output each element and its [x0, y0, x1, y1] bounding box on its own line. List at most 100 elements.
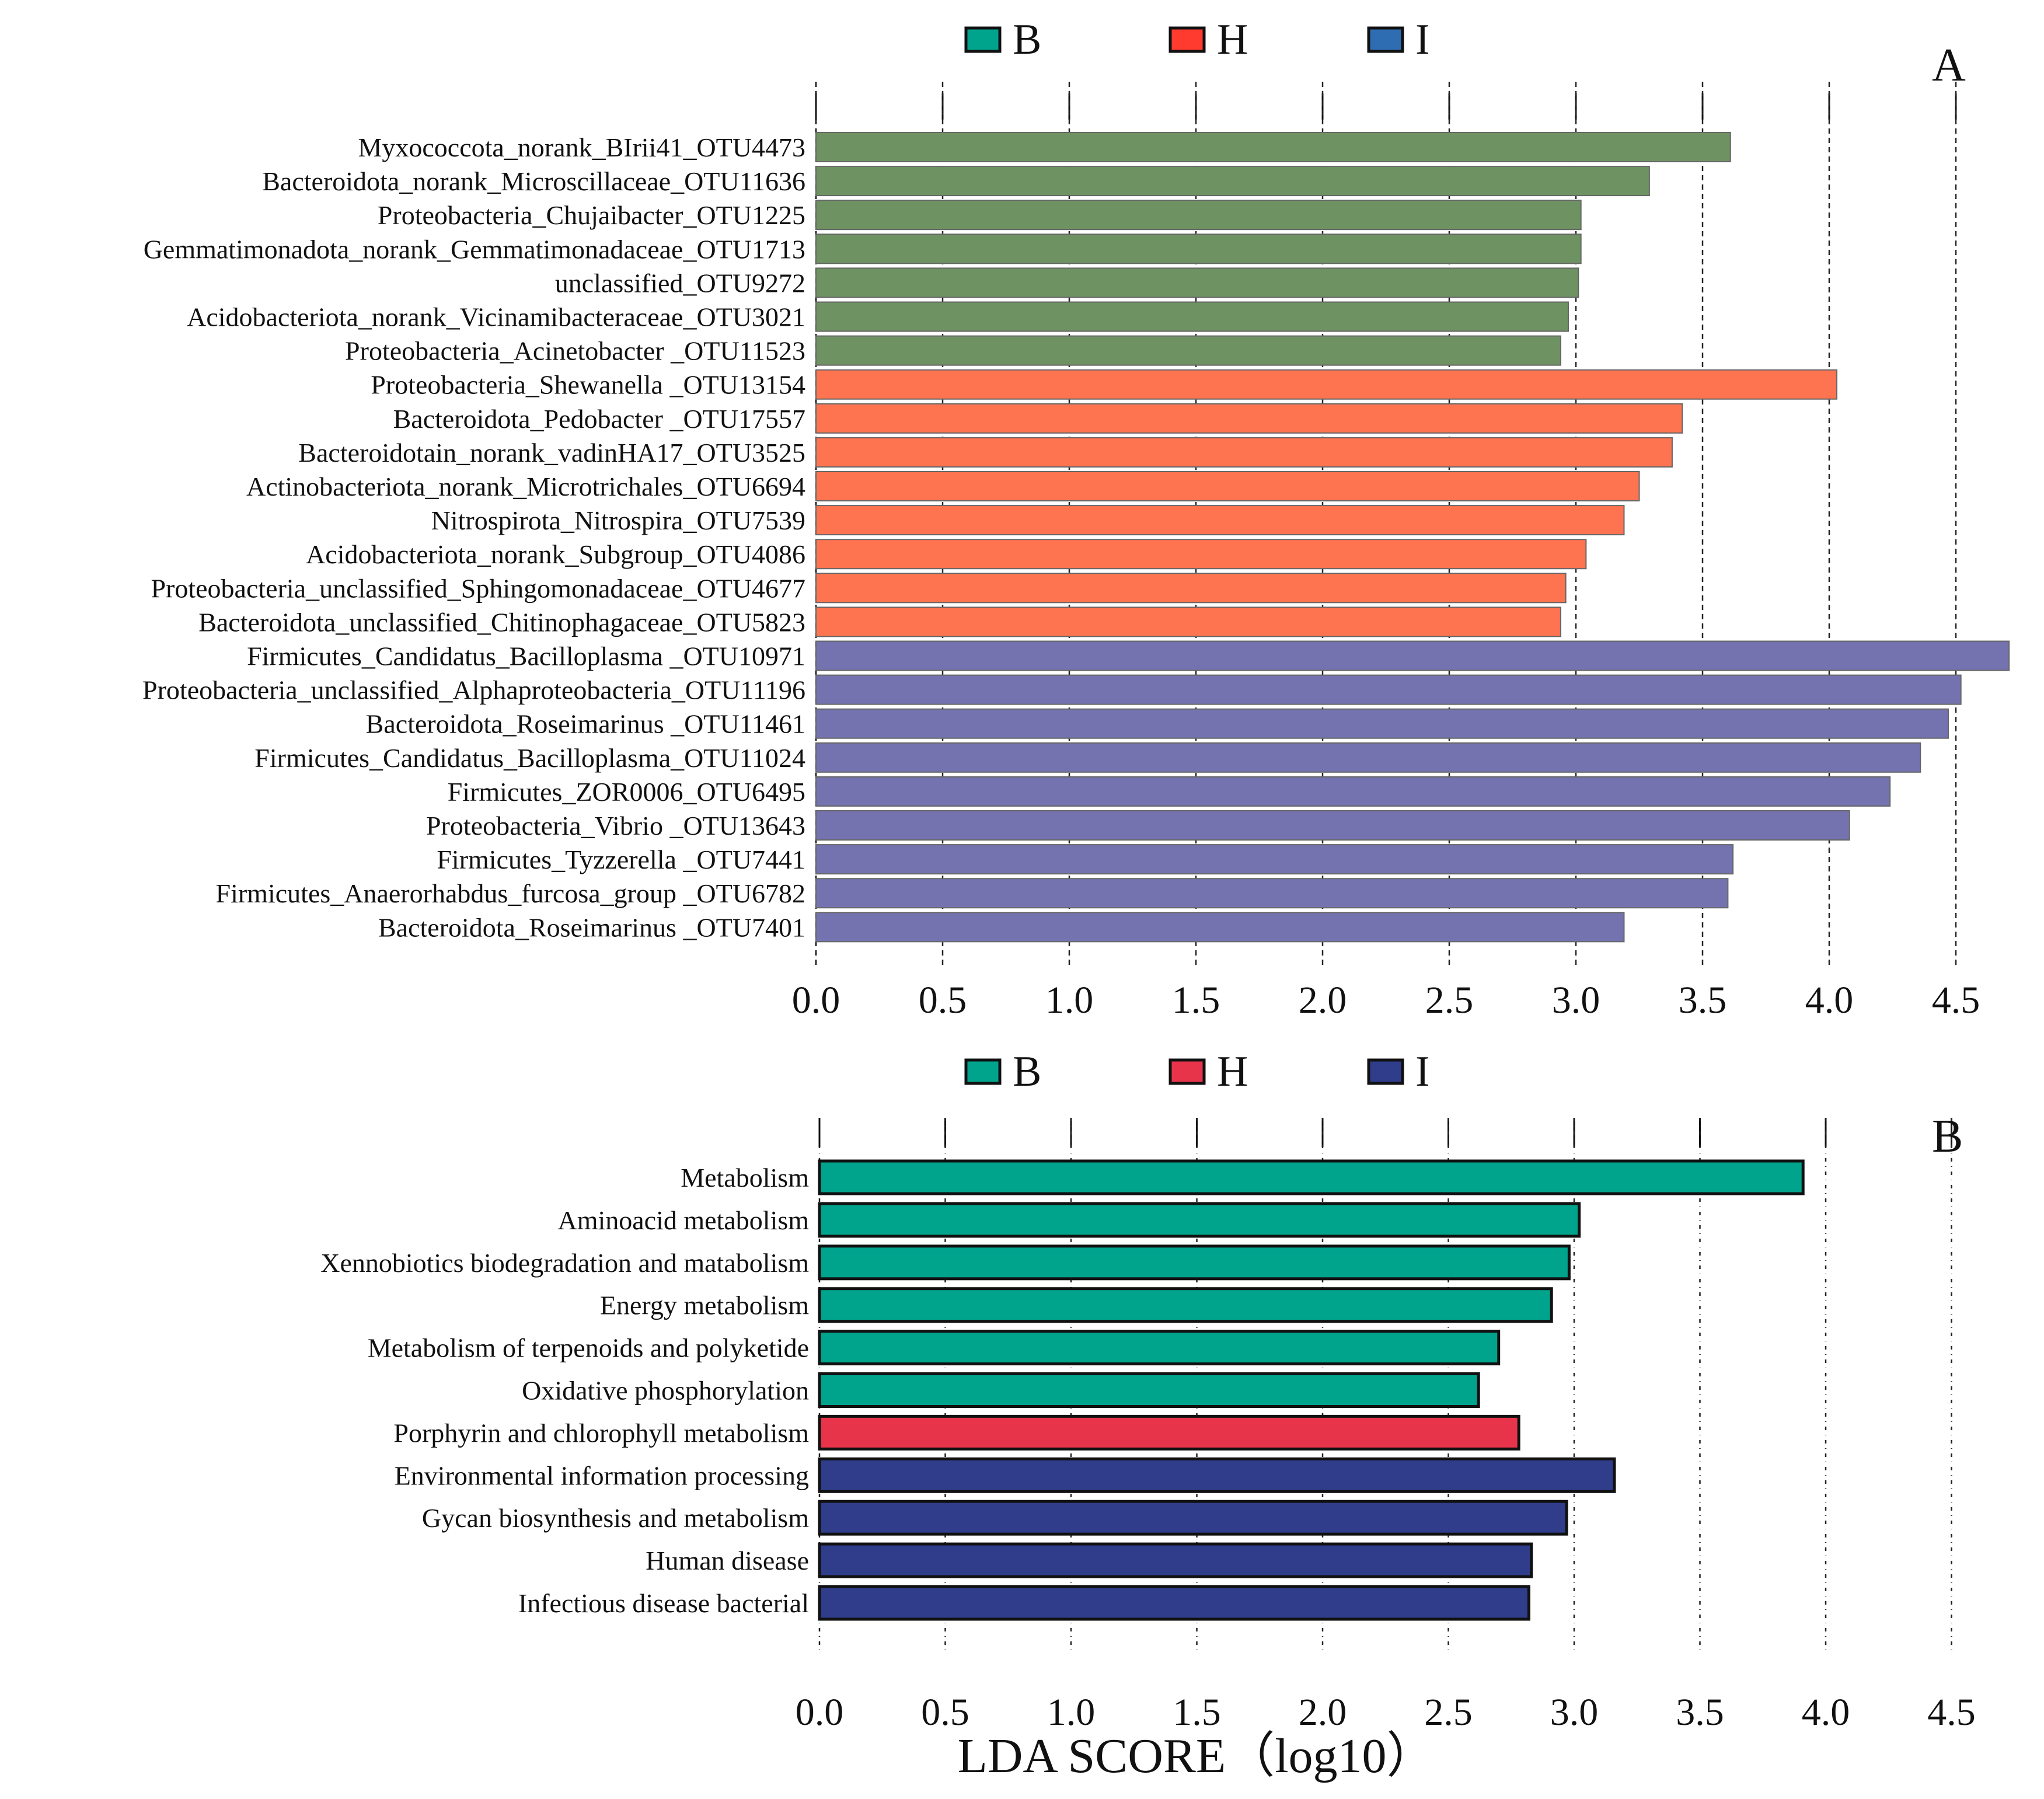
bar-i	[818, 1500, 1568, 1536]
chart-panel-b: B H I B 0.0 0.5 1.0 1.5 2.0 2.5 3.0 3.5 4.0 4.5 Metabo…	[320, 1048, 1976, 1734]
bar-h	[815, 437, 1673, 468]
bar-label: Gemmatimonadota_norank_Gemmatimonadaceae…	[144, 234, 805, 264]
bar-b	[818, 1159, 1805, 1195]
legend-label-i: I	[1415, 16, 1430, 64]
bar-h	[815, 403, 1683, 434]
bar-b	[815, 301, 1569, 332]
bar-h	[815, 573, 1567, 604]
bar-i	[815, 640, 2010, 671]
bar-b	[815, 267, 1579, 298]
x-tick-label: 2.0	[1299, 979, 1347, 1021]
bar-h	[815, 606, 1561, 637]
bar-label: Bacteroidota_Roseimarinus _OTU11461	[366, 709, 805, 739]
bar-label: Oxidative phosphorylation	[522, 1376, 809, 1406]
bar-b	[818, 1330, 1501, 1366]
bar-h	[815, 369, 1838, 400]
bar-label: Energy metabolism	[600, 1291, 809, 1320]
bar-label: Infectious disease bacterial	[518, 1588, 809, 1618]
bar-label: Firmicutes_Anaerorhabdus_furcosa_group _…	[216, 878, 806, 908]
bar-i	[815, 878, 1729, 909]
bar-label: Firmicutes_Candidatus_Bacilloplasma_OTU1…	[254, 743, 805, 773]
bar-h	[815, 505, 1625, 536]
bar-i	[815, 912, 1625, 943]
x-tick-label: 2.5	[1424, 1691, 1473, 1734]
legend-label-h: H	[1217, 1048, 1248, 1096]
panel-letter: B	[1932, 1111, 1963, 1162]
bar-label: Proteobacteria_Chujaibacter_OTU1225	[378, 200, 805, 230]
bar-i	[818, 1585, 1530, 1621]
bar-label: Gycan biosynthesis and metabolism	[422, 1503, 809, 1533]
bar-h	[818, 1414, 1520, 1451]
bar-label: Bacteroidota_Pedobacter _OTU17557	[393, 404, 805, 434]
x-tick-label: 2.5	[1425, 979, 1474, 1021]
x-tick-label: 1.0	[1047, 1691, 1096, 1734]
bar-label: Bacteroidota_Roseimarinus _OTU7401	[378, 912, 805, 942]
bar-i	[815, 708, 1949, 739]
bar-h	[815, 539, 1587, 570]
x-tick-label: 0.5	[919, 979, 967, 1021]
bar-label: Acidobacteriota_norank_Subgroup_OTU4086	[306, 539, 805, 569]
x-tick-label: 4.0	[1805, 979, 1854, 1021]
chart-panel-a: B H I A 0.0 0.5 1.0 1.5 2.0 2.5 3.0 3.5 4.0 4.5 Myxoco…	[142, 16, 2010, 1021]
bar-label: Firmicutes_Candidatus_Bacilloplasma _OTU…	[247, 641, 805, 671]
panel-letter: A	[1932, 40, 1966, 91]
bar-i	[815, 674, 1962, 705]
bar-b	[815, 200, 1582, 231]
legend-swatch-b	[964, 1058, 1002, 1085]
bar-b	[818, 1244, 1571, 1281]
bar-i	[815, 742, 1921, 773]
x-tick-label: 0.0	[792, 979, 840, 1021]
bar-label: Actinobacteriota_norank_Microtrichales_O…	[246, 472, 805, 501]
legend-swatch-i	[1367, 26, 1404, 53]
bar-label: Proteobacteria_Vibrio _OTU13643	[426, 811, 805, 841]
bar-label: Proteobacteria_unclassified_Alphaproteob…	[142, 675, 805, 705]
x-tick-label: 3.0	[1550, 1691, 1599, 1734]
legend-label-b: B	[1013, 16, 1041, 64]
bar-b	[818, 1372, 1480, 1408]
x-tick-label: 4.5	[1927, 1691, 1976, 1734]
x-tick-label: 0.0	[796, 1691, 844, 1734]
x-tick-label: 4.5	[1932, 979, 1980, 1021]
bar-b	[818, 1287, 1553, 1323]
x-tick-label: 2.0	[1299, 1691, 1347, 1734]
legend-label-b: B	[1013, 1048, 1041, 1096]
legend-swatch-h	[1169, 26, 1206, 53]
bar-label: Myxococcota_norank_BIrii41_OTU4473	[358, 133, 805, 162]
bar-b	[815, 132, 1731, 162]
bar-label: Human disease	[646, 1546, 809, 1575]
x-axis-title: LDA SCORE（log10）	[957, 1729, 1435, 1783]
legend-swatch-i	[1367, 1058, 1404, 1085]
bar-label: Metabolism	[681, 1163, 809, 1193]
x-tick-label: 1.5	[1173, 1691, 1221, 1734]
bar-label: Metabolism of terpenoids and polyketide	[368, 1333, 809, 1363]
legend-swatch-h	[1169, 1058, 1206, 1085]
legend-swatch-b	[964, 26, 1002, 53]
bar-label: Environmental information processing	[395, 1460, 809, 1490]
bar-label: Proteobacteria_Acinetobacter _OTU11523	[345, 336, 805, 366]
bar-label: Proteobacteria_unclassified_Sphingomonad…	[151, 573, 805, 603]
x-tick-label: 3.5	[1676, 1691, 1724, 1734]
legend-label-h: H	[1217, 16, 1248, 64]
bar-label: Firmicutes_Tyzzerella _OTU7441	[437, 845, 805, 874]
bar-label: Firmicutes_ZOR0006_OTU6495	[448, 777, 805, 807]
bar-b	[815, 335, 1561, 366]
bar-label: Bacteroidota_unclassified_Chitinophagace…	[198, 607, 805, 637]
x-tick-label: 1.0	[1045, 979, 1094, 1021]
bar-b	[815, 233, 1582, 264]
bar-label: Acidobacteriota_norank_Vicinamibacterace…	[187, 302, 805, 332]
bar-label: Bacteroidota_norank_Microscillaceae_OTU1…	[262, 166, 805, 196]
bar-label: Proteobacteria_Shewanella _OTU13154	[371, 370, 805, 400]
bar-i	[815, 776, 1891, 807]
x-tick-label: 1.5	[1172, 979, 1220, 1021]
bar-label: Xennobiotics biodegradation and mataboli…	[320, 1248, 809, 1278]
bar-label: Aminoacid metabolism	[557, 1205, 809, 1235]
bar-i	[818, 1457, 1616, 1493]
x-tick-label: 0.5	[921, 1691, 969, 1734]
bar-label: Porphyrin and chlorophyll metabolism	[393, 1418, 809, 1448]
x-tick-label: 3.5	[1679, 979, 1727, 1021]
bar-label: Nitrospirota_Nitrospira_OTU7539	[431, 505, 805, 535]
legend-label-i: I	[1415, 1048, 1430, 1096]
x-tick-label: 3.0	[1552, 979, 1600, 1021]
bar-label: Bacteroidotain_norank_vadinHA17_OTU3525	[298, 438, 805, 468]
